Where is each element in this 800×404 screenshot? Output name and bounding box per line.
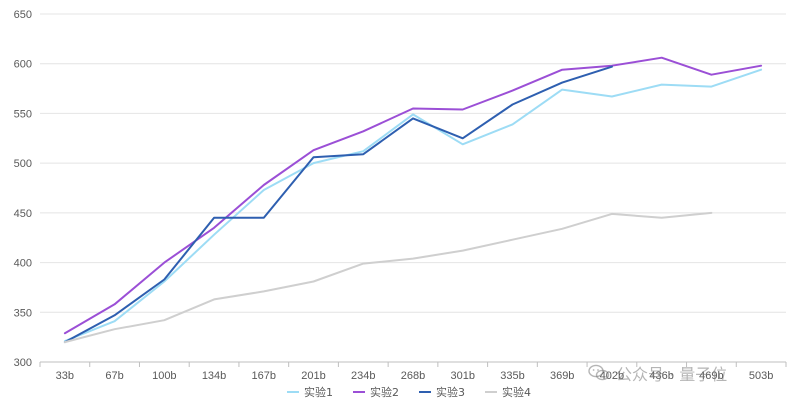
legend-label-2: 实验2 — [370, 385, 399, 399]
legend: 实验1 实验2 实验3 实验4 — [287, 385, 531, 399]
x-tick-label: 234b — [351, 370, 375, 382]
series-line-1 — [63, 68, 763, 343]
x-tick-label: 469b — [699, 370, 723, 382]
y-tick-label: 550 — [14, 108, 32, 120]
y-tick-label: 350 — [14, 307, 32, 319]
x-tick-label: 134b — [202, 370, 226, 382]
y-tick-label: 450 — [14, 208, 32, 220]
x-tick-label: 503b — [749, 370, 773, 382]
legend-label-4: 实验4 — [502, 385, 531, 399]
x-axis: 33b 67b 100b 134b 167b 201b 234b 268b 301b 335b 36… — [39, 361, 787, 382]
x-tick-label: 201b — [301, 370, 325, 382]
x-tick-label: 369b — [550, 370, 574, 382]
y-axis: 300 350 400 450 500 550 600 650 — [14, 9, 32, 369]
x-tick-label: 436b — [649, 370, 673, 382]
series-line-2 — [63, 56, 763, 335]
x-tick-label: 402b — [600, 370, 624, 382]
x-tick-label: 268b — [401, 370, 425, 382]
legend-label-3: 实验3 — [436, 385, 465, 399]
y-tick-label: 400 — [14, 258, 32, 270]
y-tick-label: 300 — [14, 357, 32, 369]
x-tick-label: 335b — [500, 370, 524, 382]
y-tick-label: 650 — [14, 9, 32, 21]
x-tick-label: 301b — [450, 370, 474, 382]
x-tick-label: 33b — [56, 370, 74, 382]
legend-label-1: 实验1 — [304, 385, 333, 399]
x-tick-label: 67b — [105, 370, 123, 382]
x-tick-label: 167b — [252, 370, 276, 382]
series-line-4 — [63, 211, 713, 344]
series-lines — [63, 56, 763, 344]
y-tick-label: 600 — [14, 59, 32, 71]
y-tick-label: 500 — [14, 158, 32, 170]
grid-lines — [40, 13, 786, 313]
series-line-3 — [63, 65, 613, 344]
x-tick-label: 100b — [152, 370, 176, 382]
